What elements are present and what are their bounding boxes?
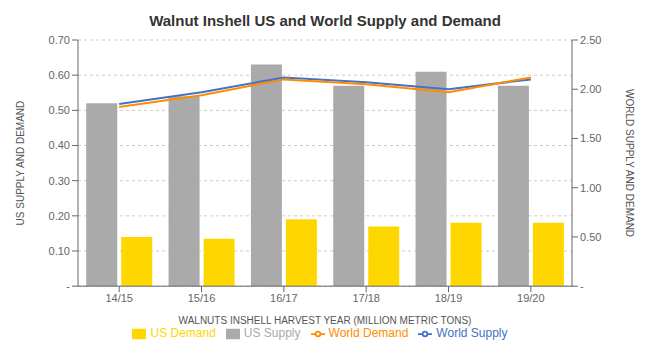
svg-text:17/18: 17/18	[352, 292, 380, 304]
svg-text:0.60: 0.60	[49, 69, 70, 81]
svg-text:0.10: 0.10	[49, 245, 70, 257]
svg-text:0.50: 0.50	[580, 231, 601, 243]
svg-text:19/20: 19/20	[517, 292, 545, 304]
svg-text:15/16: 15/16	[188, 292, 216, 304]
svg-text:0.70: 0.70	[49, 34, 70, 46]
svg-text:18/19: 18/19	[435, 292, 463, 304]
html-text:World Demand: World Demand	[328, 326, 409, 341]
svg-text:14/15: 14/15	[105, 292, 133, 304]
svg-text:US SUPPLY AND DEMAND: US SUPPLY AND DEMAND	[15, 101, 26, 226]
svg-text:0.20: 0.20	[49, 210, 70, 222]
svg-text:2.00: 2.00	[580, 83, 601, 95]
svg-text:0.30: 0.30	[49, 175, 70, 187]
html-text:US Supply: US Supply	[243, 326, 301, 341]
html-text:US Demand: US Demand	[150, 326, 216, 341]
svg-text:0.50: 0.50	[49, 104, 70, 116]
html-text:World Supply: World Supply	[436, 326, 508, 341]
svg-text:WORLD SUPPLY AND DEMAND: WORLD SUPPLY AND DEMAND	[624, 89, 635, 237]
svg-text:2.50: 2.50	[580, 34, 601, 46]
svg-text:-: -	[580, 280, 584, 292]
svg-text:16/17: 16/17	[270, 292, 298, 304]
svg-text:-: -	[66, 280, 70, 292]
svg-text:1.50: 1.50	[580, 132, 601, 144]
svg-text:WALNUTS INSHELL HARVEST YEAR (: WALNUTS INSHELL HARVEST YEAR (MILLION ME…	[179, 315, 472, 326]
svg-text:1.00: 1.00	[580, 182, 601, 194]
svg-text:0.40: 0.40	[49, 139, 70, 151]
html-text:Walnut Inshell US and World Su: Walnut Inshell US and World Supply and D…	[149, 12, 501, 29]
